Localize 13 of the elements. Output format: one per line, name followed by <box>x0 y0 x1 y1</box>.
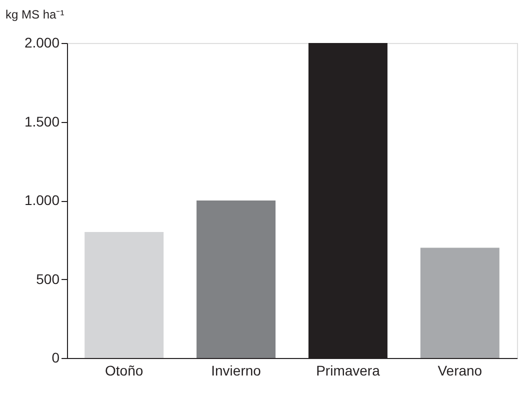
y-axis-title: kg MS ha⁻¹ <box>6 8 64 22</box>
y-tick-label: 1.000 <box>24 192 60 208</box>
x-tick-label: Verano <box>438 362 482 378</box>
x-tick-label: Otoño <box>105 362 144 378</box>
y-tick-label: 2.000 <box>24 34 60 50</box>
x-tick-label: Invierno <box>211 362 262 378</box>
bar <box>420 248 500 358</box>
bar <box>196 200 276 358</box>
y-tick-label: 0 <box>52 350 60 366</box>
bar <box>84 232 164 358</box>
y-tick-label: 1.500 <box>24 113 60 130</box>
x-tick-label: Primavera <box>316 362 380 378</box>
y-tick-label: 500 <box>36 270 60 287</box>
